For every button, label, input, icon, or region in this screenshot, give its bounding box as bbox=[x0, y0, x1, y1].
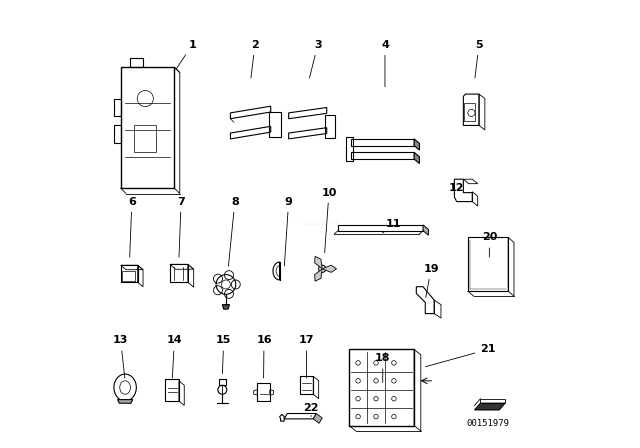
Text: 19: 19 bbox=[423, 264, 439, 297]
Polygon shape bbox=[475, 403, 505, 410]
Bar bbox=[170, 264, 188, 282]
Text: 17: 17 bbox=[299, 336, 314, 378]
Bar bbox=[257, 383, 270, 401]
Polygon shape bbox=[414, 139, 419, 150]
Bar bbox=[325, 115, 335, 138]
Polygon shape bbox=[314, 414, 323, 423]
Polygon shape bbox=[118, 400, 132, 403]
Text: 9: 9 bbox=[284, 197, 292, 266]
Polygon shape bbox=[414, 152, 419, 164]
Bar bbox=[269, 112, 280, 137]
Text: 15: 15 bbox=[216, 336, 232, 374]
Text: 3: 3 bbox=[310, 40, 321, 78]
Bar bbox=[121, 67, 174, 188]
Text: 6: 6 bbox=[128, 197, 136, 257]
Text: 10: 10 bbox=[321, 188, 337, 253]
Text: 4: 4 bbox=[381, 40, 389, 87]
Text: 18: 18 bbox=[375, 353, 390, 383]
Text: 20: 20 bbox=[482, 233, 497, 257]
Text: 22: 22 bbox=[303, 403, 319, 417]
Bar bbox=[121, 265, 138, 282]
Bar bbox=[165, 379, 179, 401]
Text: 00151979: 00151979 bbox=[302, 221, 338, 227]
Bar bbox=[134, 125, 157, 152]
Text: 2: 2 bbox=[251, 40, 259, 78]
Text: 7: 7 bbox=[177, 197, 185, 257]
Text: 8: 8 bbox=[228, 197, 239, 266]
Bar bbox=[349, 349, 414, 426]
Text: 13: 13 bbox=[113, 336, 129, 378]
Text: 14: 14 bbox=[166, 336, 182, 378]
Text: 1: 1 bbox=[176, 40, 196, 69]
Text: 12: 12 bbox=[449, 183, 465, 193]
Text: 00151979: 00151979 bbox=[467, 419, 509, 428]
Text: 16: 16 bbox=[256, 336, 272, 378]
Polygon shape bbox=[315, 256, 323, 269]
Bar bbox=[122, 271, 136, 281]
Bar bbox=[468, 237, 508, 291]
Bar bbox=[346, 137, 353, 161]
Polygon shape bbox=[423, 225, 428, 235]
Text: 5: 5 bbox=[475, 40, 483, 78]
Polygon shape bbox=[222, 305, 230, 309]
Bar bbox=[300, 376, 314, 394]
Polygon shape bbox=[315, 269, 323, 281]
Text: 11: 11 bbox=[383, 219, 402, 233]
Text: 21: 21 bbox=[426, 345, 496, 366]
Polygon shape bbox=[323, 265, 337, 272]
